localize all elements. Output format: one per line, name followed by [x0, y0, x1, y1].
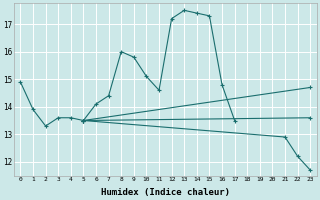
X-axis label: Humidex (Indice chaleur): Humidex (Indice chaleur): [101, 188, 230, 197]
